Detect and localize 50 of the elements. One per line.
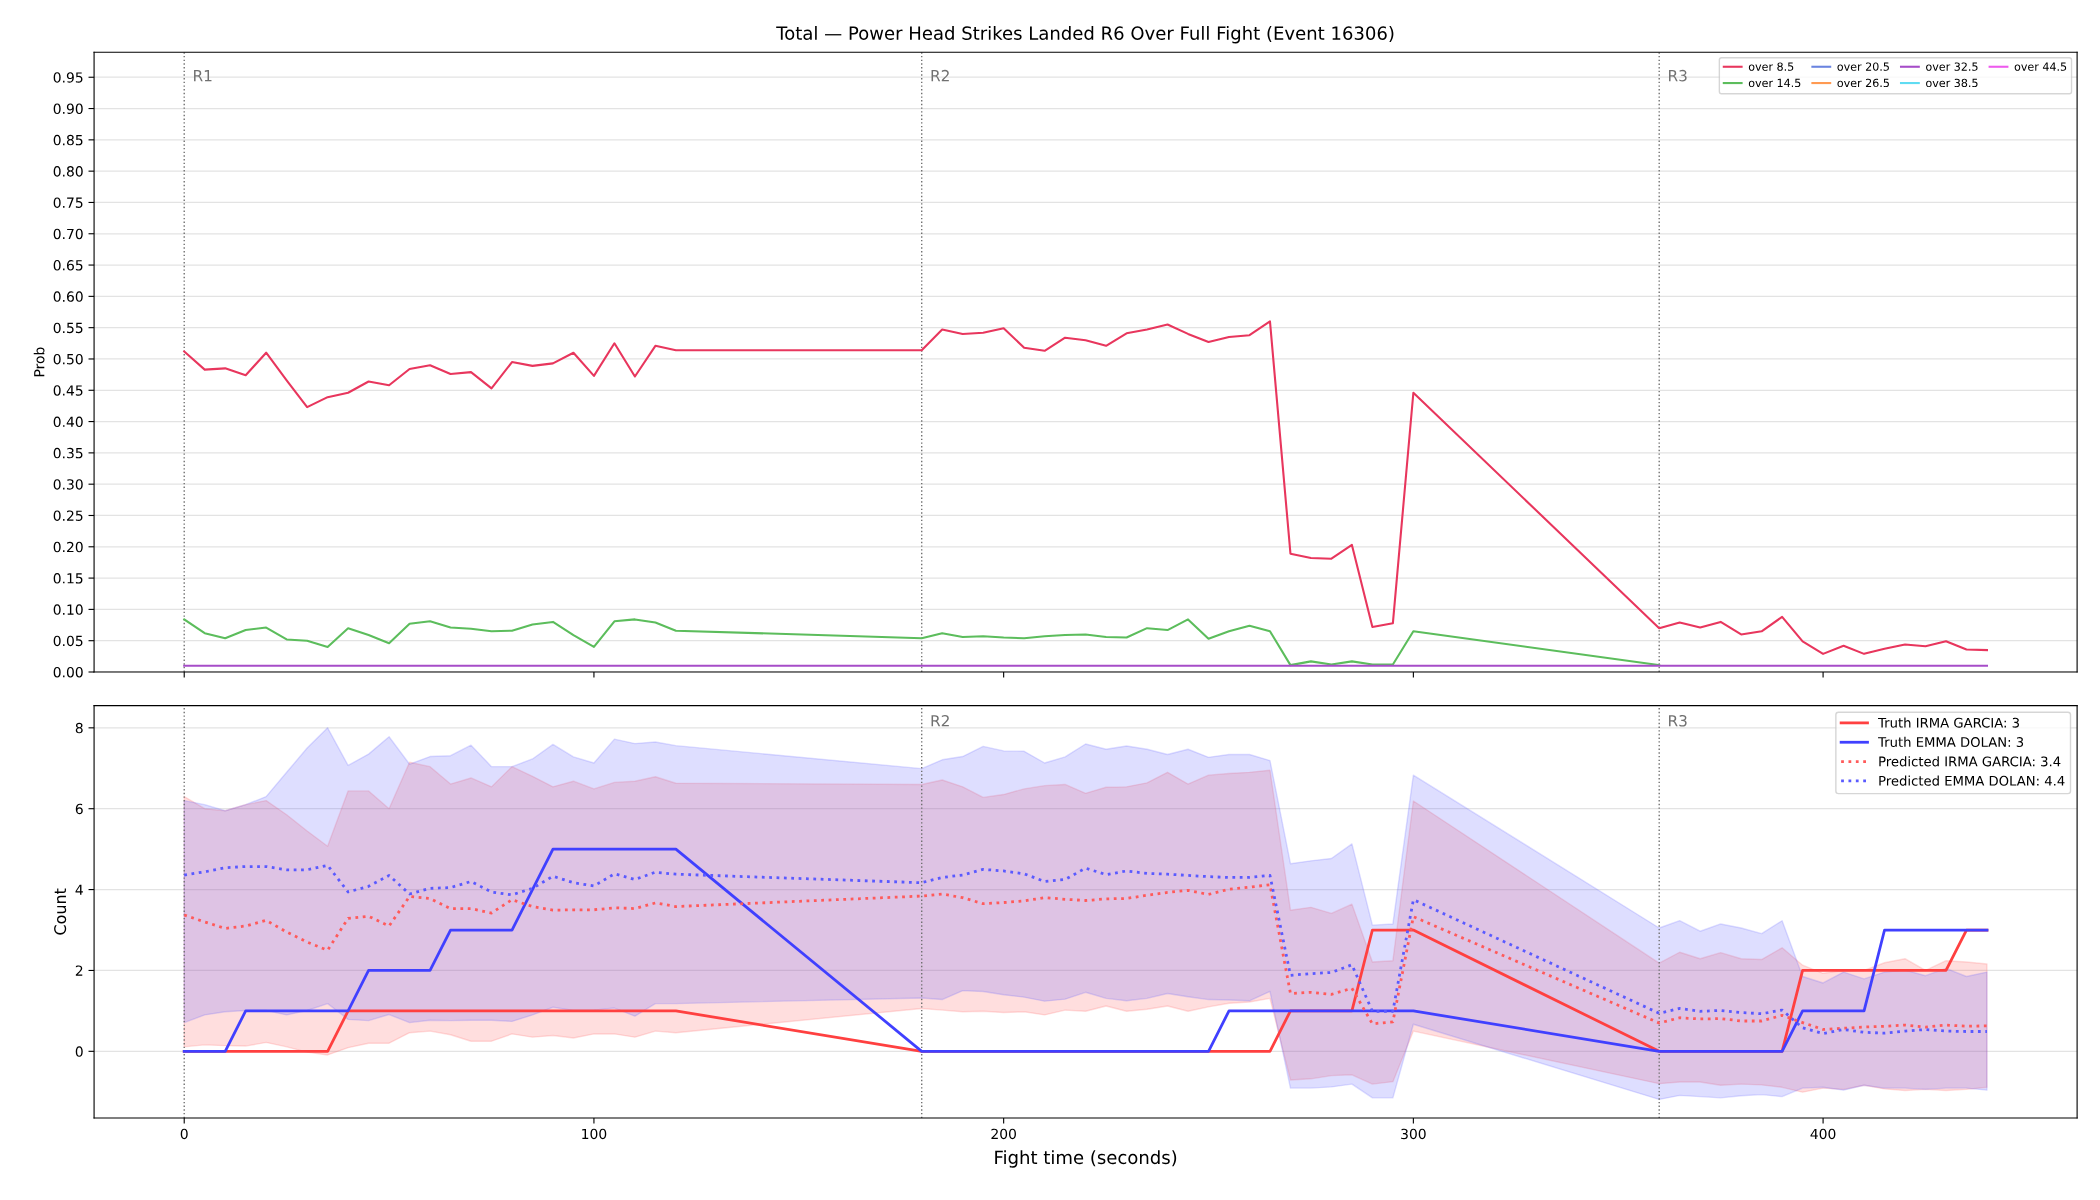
- legend-label: over 14.5: [1748, 78, 1801, 88]
- ref-line-label: R3: [1669, 714, 1687, 727]
- y-tick-label: 0.35: [53, 447, 83, 459]
- y-tick-label: 0.95: [53, 72, 83, 83]
- y-tick-label: 2: [75, 965, 83, 976]
- y-tick-label: 0.40: [53, 416, 83, 428]
- y-tick-label: 0.50: [53, 353, 83, 365]
- y-tick-label: 0.30: [53, 479, 83, 490]
- y-tick-label: 0.15: [53, 573, 83, 584]
- y-tick-label: 0.20: [53, 541, 83, 553]
- y-tick-label: 4: [75, 884, 83, 895]
- legend-label: over 20.5: [1837, 62, 1889, 71]
- legend-label: over 44.5: [2014, 62, 2067, 71]
- legend-label: Predicted EMMA DOLAN: 4.4: [1879, 775, 2065, 786]
- y-tick-label: 6: [75, 803, 83, 815]
- y-tick-label: 0: [75, 1046, 83, 1057]
- y-tick-label: 0.10: [53, 604, 83, 615]
- y-tick-label: 0.70: [53, 228, 83, 240]
- y-tick-label: 0.25: [53, 510, 83, 521]
- ref-line-label: R1: [194, 70, 212, 82]
- x-tick-label: 0: [180, 1128, 188, 1140]
- x-tick-label: 400: [1810, 1128, 1836, 1140]
- legend-label: Truth EMMA DOLAN: 3: [1878, 736, 2024, 748]
- chart-title: Total — Power Head Strikes Landed R6 Over Full Fight (Event 16306): [776, 25, 1394, 44]
- x-tick-label: 300: [1401, 1128, 1426, 1140]
- legend-label: over 26.5: [1837, 78, 1889, 88]
- x-tick-label: 200: [991, 1128, 1016, 1140]
- y-tick-label: 0.75: [53, 197, 83, 208]
- y-tick-label: 0.05: [53, 635, 83, 647]
- legend-label: over 32.5: [1926, 62, 1978, 71]
- y-tick-label: 0.65: [53, 260, 83, 271]
- legend-label: over 8.5: [1748, 62, 1794, 71]
- y-tick-label: 0.90: [53, 103, 83, 115]
- legend-label: over 38.5: [1926, 78, 1978, 88]
- y-tick-label: 0.85: [53, 134, 83, 146]
- y-tick-label: 0.80: [53, 166, 83, 177]
- ref-line-label: R3: [1669, 69, 1687, 82]
- legend-label: Truth IRMA GARCIA: 3: [1878, 717, 2019, 728]
- y-tick-label: 0.60: [53, 291, 83, 302]
- y-tick-label: 0.00: [53, 666, 83, 678]
- y-tick-label: 8: [75, 722, 83, 734]
- x-axis-title: Fight time (seconds): [995, 1150, 1177, 1168]
- ref-line-label: R2: [931, 714, 949, 727]
- legend-label: Predicted IRMA GARCIA: 3.4: [1879, 756, 2061, 767]
- ref-line-label: R2: [931, 69, 949, 82]
- y-tick-label: 0.55: [53, 322, 83, 334]
- x-tick-label: 100: [582, 1128, 607, 1140]
- y-axis-title: Prob: [33, 347, 45, 377]
- y-tick-label: 0.45: [53, 385, 83, 396]
- y-axis-title: Count: [54, 888, 67, 935]
